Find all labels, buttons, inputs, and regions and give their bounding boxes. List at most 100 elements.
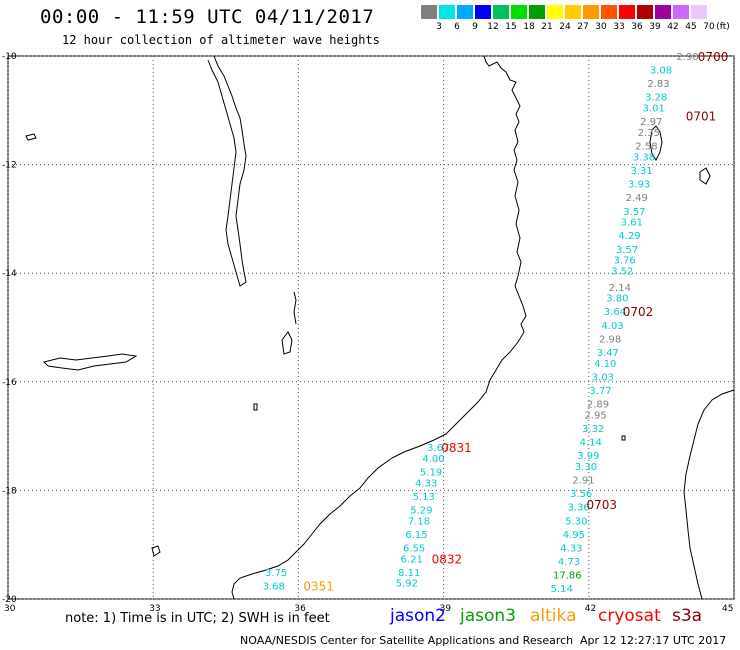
wave-height-value: 2.90 xyxy=(676,52,698,63)
lat-tick-label: -18 xyxy=(2,486,17,496)
units-note: note: 1) Time is in UTC; 2) SWH is in fe… xyxy=(65,611,330,626)
wave-height-value: 3.47 xyxy=(597,348,619,359)
wave-height-value: 5.92 xyxy=(396,579,418,590)
wave-height-value: 3.93 xyxy=(628,180,650,191)
wave-height-value: 3.31 xyxy=(630,166,652,177)
satellite-legend-item: s3a xyxy=(672,606,703,626)
pass-time-label: 0703 xyxy=(586,498,617,512)
wave-height-value: 5.19 xyxy=(420,467,442,478)
map-subtitle: 12 hour collection of altimeter wave hei… xyxy=(62,33,380,47)
wave-height-value: 17.86 xyxy=(553,571,582,582)
wave-height-value: 6.15 xyxy=(405,530,427,541)
scale-swatch xyxy=(529,5,546,19)
small-lake-2 xyxy=(253,403,258,411)
small-lake-1 xyxy=(25,133,37,141)
wave-height-value: 4.00 xyxy=(422,454,444,465)
wave-height-value: 3.99 xyxy=(577,451,599,462)
wave-height-value: 2.95 xyxy=(584,410,606,421)
scale-label: 9 xyxy=(472,22,478,32)
wave-height-value: 8.11 xyxy=(398,568,420,579)
wave-height-value: 5.29 xyxy=(410,505,432,516)
wave-height-value: 2.89 xyxy=(587,400,609,411)
wave-height-value: 3.57 xyxy=(623,207,645,218)
wave-height-value: 3.01 xyxy=(643,104,665,115)
scale-label: 70 xyxy=(703,22,715,32)
pass-time-label: 0701 xyxy=(686,110,717,124)
small-lake-3 xyxy=(151,545,161,557)
scale-swatch xyxy=(511,5,528,19)
credit-text: NOAA/NESDIS Center for Satellite Applica… xyxy=(240,634,574,647)
lon-tick-label: 30 xyxy=(4,604,16,614)
pass-label-layer: 0700 0701 0702 0703 0831 0832 0351 xyxy=(303,50,728,593)
wave-height-value: 7.18 xyxy=(408,516,430,527)
pass-time-label: 0351 xyxy=(303,579,334,593)
scale-label: 3 xyxy=(436,22,442,32)
lon-tick-label: 36 xyxy=(294,604,306,614)
mayotte xyxy=(699,167,711,185)
wave-height-value: 4.29 xyxy=(618,231,640,242)
satellite-legend-item: cryosat xyxy=(598,606,661,626)
wave-height-value: 3.76 xyxy=(614,256,636,267)
scale-swatch xyxy=(547,5,564,19)
scale-swatch xyxy=(619,5,636,19)
scale-swatch xyxy=(493,5,510,19)
wave-height-value: 4.03 xyxy=(601,321,623,332)
wave-height-value: 2.83 xyxy=(647,79,669,90)
shire-river xyxy=(293,291,297,325)
lon-tick-label: 33 xyxy=(149,604,160,614)
wave-height-value: 3.28 xyxy=(645,93,667,104)
wave-height-value: 4.33 xyxy=(560,543,582,554)
lat-tick-label: -20 xyxy=(2,595,17,605)
scale-swatch xyxy=(457,5,474,19)
madagascar-coast xyxy=(683,389,735,600)
wave-height-value: 5.14 xyxy=(551,584,573,595)
satellite-legend-item: jason3 xyxy=(460,606,516,626)
scale-swatch xyxy=(583,5,600,19)
wave-height-value: 3.64 xyxy=(604,307,626,318)
wave-height-value: 3.38 xyxy=(633,152,655,163)
wave-height-value: 3.30 xyxy=(575,462,597,473)
scale-swatch xyxy=(601,5,618,19)
scale-label: 27 xyxy=(577,22,589,32)
scale-swatch xyxy=(421,5,438,19)
lat-tick-label: -14 xyxy=(2,269,17,279)
wave-height-value: 3.57 xyxy=(616,245,638,256)
wave-height-value: 4.73 xyxy=(558,557,580,568)
wave-height-value: 3.08 xyxy=(650,66,672,77)
graticule xyxy=(7,55,735,600)
wave-height-value: 3.03 xyxy=(592,372,614,383)
scale-label: 36 xyxy=(631,22,643,32)
wave-height-value: 3.61 xyxy=(621,218,643,229)
wave-height-value: 2.35 xyxy=(638,128,660,139)
scale-label: 6 xyxy=(454,22,460,32)
scale-label: 24 xyxy=(559,22,571,32)
wave-height-value: 2.58 xyxy=(635,142,657,153)
wave-height-value: 3.32 xyxy=(582,424,604,435)
scale-label: 15 xyxy=(505,22,517,32)
wave-height-value: 4.10 xyxy=(594,359,616,370)
lat-tick-label: -16 xyxy=(2,378,17,388)
satellite-legend-item: altika xyxy=(530,606,577,626)
observation-layer: 2.90 3.08 2.83 3.283.01 2.972.35 2.583.38 3.31… xyxy=(263,52,699,595)
lat-tick-label: -12 xyxy=(2,161,17,171)
mozambique-coast xyxy=(231,55,527,600)
wave-height-value: 3.52 xyxy=(611,266,633,277)
wave-height-value: 4.33 xyxy=(415,478,437,489)
lake-malawi xyxy=(207,55,247,287)
scale-label: 30 xyxy=(595,22,607,32)
map-title: 00:00 - 11:59 UTC 04/11/2017 xyxy=(40,6,375,28)
wave-height-value: 6.55 xyxy=(403,543,425,554)
grande-comore xyxy=(649,125,663,161)
scale-label: 45 xyxy=(685,22,697,32)
wave-height-value: 5.30 xyxy=(565,516,587,527)
wave-height-value: 2.49 xyxy=(626,193,648,204)
scale-label: 21 xyxy=(541,22,553,32)
map-frame xyxy=(7,55,735,600)
wave-height-value: 4.14 xyxy=(580,438,602,449)
wave-height-value: 3.77 xyxy=(589,386,611,397)
wave-height-value: 3.80 xyxy=(606,294,628,305)
wave-height-value: 3.75 xyxy=(265,568,287,579)
wave-height-value: 2.14 xyxy=(609,283,631,294)
wave-height-value: 3.67 xyxy=(427,443,449,454)
